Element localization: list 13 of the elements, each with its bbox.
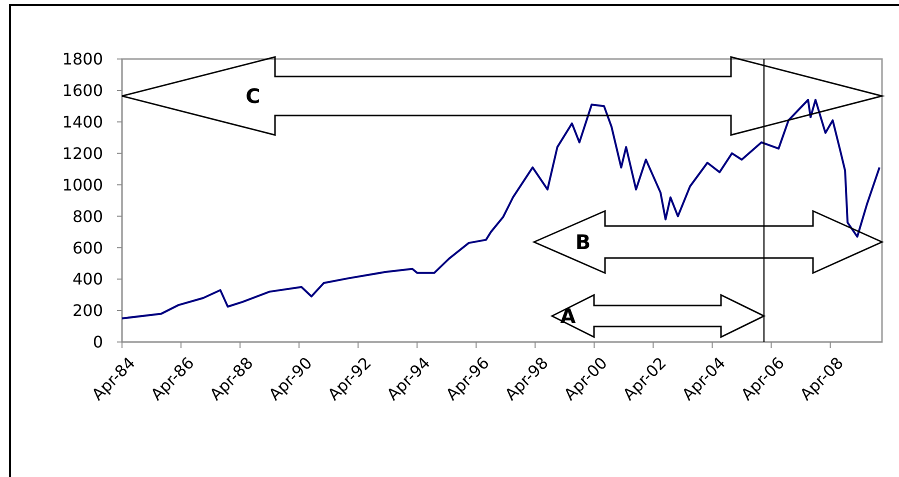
y-tick-label: 1600 <box>62 81 103 100</box>
annotation: C <box>246 84 260 108</box>
y-tick-label: 0 <box>92 332 103 352</box>
y-tick-label: 1400 <box>62 112 103 132</box>
y-tick-label: 1200 <box>62 144 103 163</box>
y-tick-label: 1000 <box>62 175 103 194</box>
y-tick-label: 200 <box>72 301 103 320</box>
y-tick-label: 800 <box>72 206 103 226</box>
y-tick-label: 1800 <box>62 50 103 69</box>
y-tick-label: 400 <box>72 270 103 289</box>
annotation: A <box>560 304 576 328</box>
y-tick-label: 600 <box>72 238 103 258</box>
annotation: B <box>575 230 591 254</box>
